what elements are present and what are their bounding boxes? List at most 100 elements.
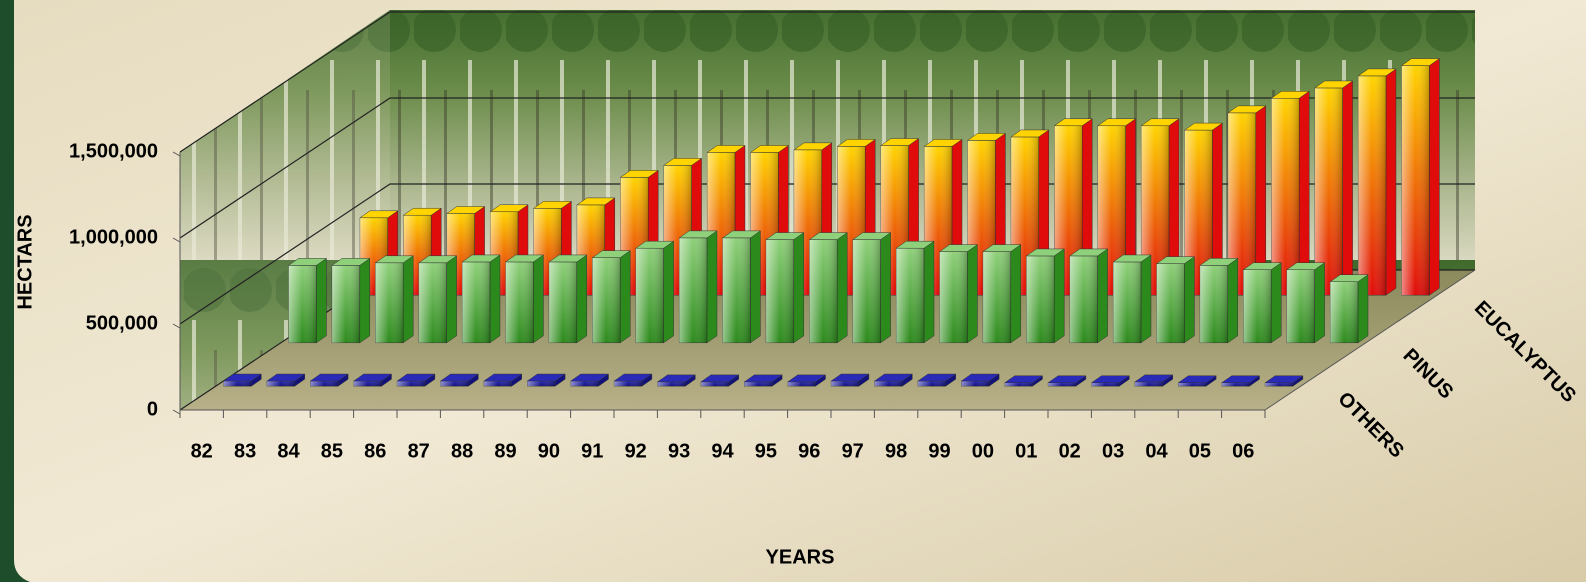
bar-shine: [1134, 381, 1163, 387]
bar-shine: [1200, 265, 1228, 343]
bar-shine: [527, 381, 556, 387]
x-tick-label: 93: [668, 440, 690, 462]
bar-side: [1357, 274, 1369, 344]
bar-shine: [1004, 382, 1033, 387]
bar-top: [1227, 105, 1267, 114]
bar-top: [331, 258, 371, 266]
bar-shine: [700, 381, 729, 387]
x-tick-label: 82: [191, 440, 213, 462]
bar-top: [960, 373, 1000, 382]
bar-shine: [310, 381, 339, 387]
x-tick-label: 01: [1015, 440, 1037, 462]
bar-shine: [722, 237, 751, 343]
bar-top: [1329, 274, 1369, 282]
x-tick-label: 03: [1102, 440, 1124, 462]
bar-shine: [1178, 382, 1207, 387]
bar-top: [439, 373, 480, 382]
bar-top: [749, 145, 790, 153]
y-tick-label: 1,500,000: [69, 140, 158, 162]
bar-shine: [1026, 255, 1055, 343]
bar-shine: [332, 265, 360, 343]
bar-side: [489, 254, 501, 344]
bar-top: [917, 373, 957, 382]
bar-top: [663, 158, 703, 166]
bar-top: [266, 373, 306, 382]
bar-shine: [1401, 65, 1430, 296]
side-wall: [180, 10, 390, 410]
bar-top: [1242, 262, 1282, 270]
bar-top: [222, 373, 263, 382]
bar-top: [1314, 80, 1354, 89]
bar-top: [830, 373, 870, 382]
x-tick-label: 05: [1189, 440, 1211, 462]
bar-top: [1183, 122, 1224, 131]
bar-shine: [1221, 382, 1250, 387]
bar-top: [576, 197, 616, 206]
bar-top: [808, 232, 848, 240]
y-axis-title: HECTARS: [14, 214, 36, 309]
bar-shine: [657, 381, 686, 387]
bar-top: [374, 255, 414, 264]
x-tick-label: 86: [364, 440, 386, 462]
bar-top: [591, 250, 631, 258]
bar-shine: [939, 251, 968, 343]
bar-top: [418, 255, 458, 264]
bar-top: [352, 373, 393, 382]
bar-shine: [223, 381, 252, 387]
bar-shine: [766, 239, 794, 343]
bar-top: [532, 201, 573, 209]
bar-top: [700, 374, 740, 383]
bar-shine: [440, 381, 469, 387]
bar-shine: [1243, 269, 1272, 343]
bar-shine: [266, 381, 295, 387]
bar-top: [765, 232, 805, 240]
bar-shine: [288, 265, 317, 343]
bar-shine: [1314, 87, 1343, 296]
x-tick-label: 98: [885, 440, 907, 462]
bar-side: [1429, 58, 1440, 296]
bar-shine: [1069, 255, 1098, 343]
bar-top: [1003, 375, 1044, 384]
y-tick-label: 0: [147, 398, 158, 420]
bar-shine: [787, 381, 816, 387]
bar-top: [1270, 91, 1310, 99]
x-axis-title: YEARS: [766, 546, 835, 568]
bar-top: [1155, 256, 1196, 264]
bar-top: [287, 258, 328, 266]
y-tick: [172, 409, 181, 415]
bar-top: [1140, 118, 1180, 127]
x-tick-label: 96: [798, 440, 820, 462]
bar-shine: [1091, 382, 1120, 387]
bar-shine: [549, 261, 577, 343]
bar-side: [967, 244, 978, 344]
bar-side: [1385, 68, 1397, 296]
bar-top: [1097, 118, 1137, 127]
bar-top: [836, 139, 876, 147]
bar-side: [706, 230, 718, 344]
bar-side: [793, 232, 805, 344]
bar-top: [938, 244, 979, 252]
bar-top: [402, 207, 442, 216]
bar-top: [1090, 375, 1131, 384]
bar-shine: [1286, 269, 1315, 343]
bar-side: [1140, 254, 1152, 344]
bar-top: [1264, 375, 1304, 384]
bar-shine: [505, 261, 534, 343]
x-tick-label: 99: [928, 440, 950, 462]
bar-side: [359, 257, 371, 344]
bar-top: [489, 204, 529, 213]
bar-side: [880, 232, 891, 344]
bar-shine: [874, 381, 903, 387]
bar-top: [619, 170, 659, 178]
bar-top: [1400, 58, 1441, 66]
bar-shine: [809, 239, 838, 343]
bar-top: [396, 373, 436, 382]
bar-side: [923, 240, 935, 344]
bar-shine: [397, 381, 425, 387]
bar-top: [1112, 254, 1152, 263]
grid-line: [179, 97, 1475, 239]
bar-shine: [592, 257, 621, 343]
bar-top: [483, 373, 523, 382]
y-tick-label: 500,000: [86, 312, 158, 334]
